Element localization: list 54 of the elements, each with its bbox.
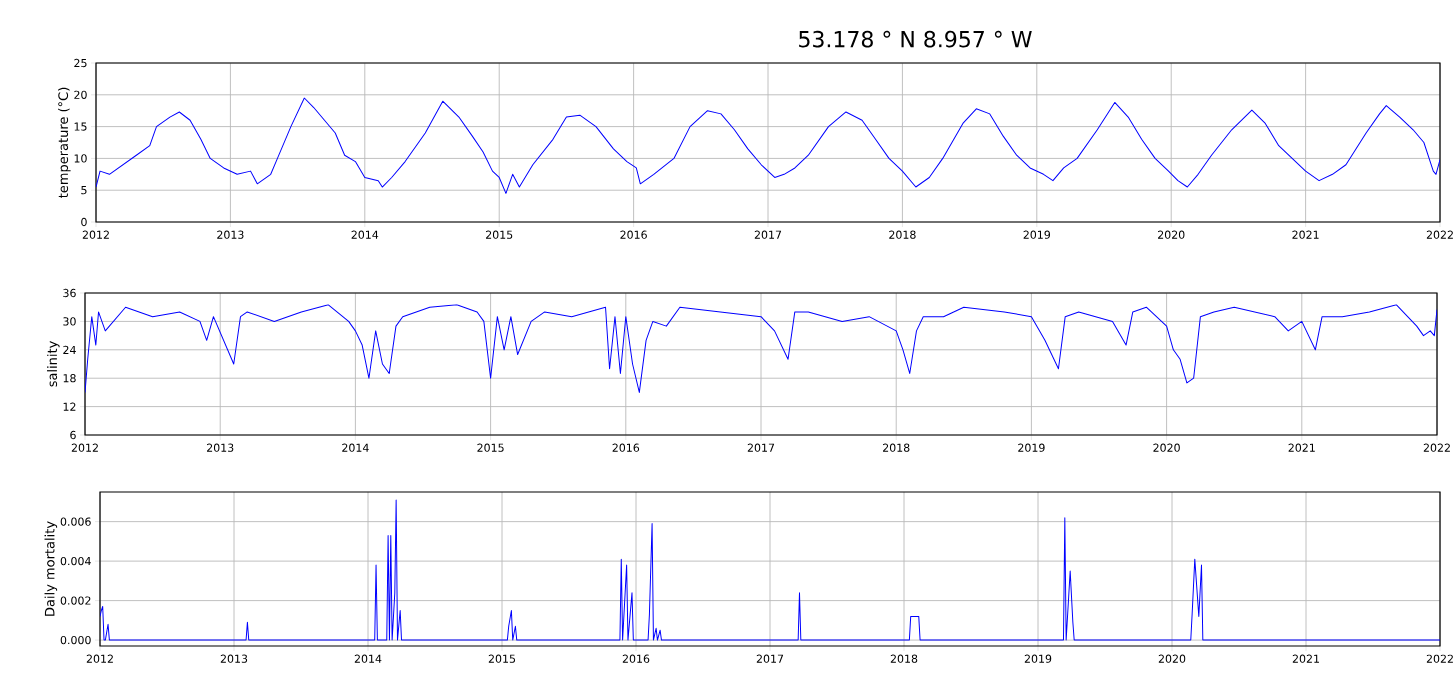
x-tick-label: 2013	[217, 230, 244, 239]
x-tick-label: 2018	[890, 654, 918, 663]
x-tick-label: 2012	[82, 230, 109, 239]
y-tick-label: 0.002	[60, 596, 91, 605]
y-tick-label: 30	[63, 317, 76, 326]
x-tick-label: 2018	[889, 230, 916, 239]
x-tick-label: 2019	[1023, 230, 1051, 239]
x-tick-label: 2021	[1292, 230, 1319, 239]
y-axis-title: Daily mortality	[44, 521, 58, 616]
y-tick-label: 0.006	[60, 517, 91, 526]
line-series	[85, 304, 1438, 393]
x-tick-label: 2016	[620, 230, 647, 239]
x-tick-label: 2014	[354, 654, 382, 663]
x-tick-label: 2012	[71, 443, 98, 452]
x-tick-label: 2014	[351, 230, 379, 239]
y-tick-label: 10	[74, 154, 87, 163]
chart-title: 53.178 ° N 8.957 ° W	[799, 30, 1032, 48]
x-tick-label: 2016	[612, 443, 640, 452]
y-tick-label: 0.000	[60, 635, 91, 645]
x-tick-label: 2020	[1153, 443, 1180, 452]
x-tick-label: 2012	[86, 654, 113, 663]
y-tick-label: 20	[74, 90, 87, 99]
y-tick-label: 12	[63, 402, 76, 411]
x-tick-label: 2013	[220, 654, 248, 663]
x-tick-label: 2016	[622, 654, 650, 663]
x-tick-label: 2020	[1158, 654, 1186, 663]
x-tick-label: 2021	[1288, 443, 1315, 452]
x-tick-label: 2017	[754, 230, 782, 239]
x-tick-label: 2015	[477, 443, 504, 452]
x-tick-label: 2021	[1292, 654, 1319, 663]
x-tick-label: 2018	[883, 443, 910, 452]
x-tick-label: 2020	[1158, 230, 1185, 239]
y-tick-label: 0	[81, 217, 87, 227]
x-tick-label: 2015	[486, 230, 513, 239]
x-tick-label: 2022	[1426, 654, 1453, 663]
y-axis-title: temperature (°C)	[58, 87, 71, 198]
y-tick-label: 15	[74, 122, 87, 131]
y-tick-label: 6	[70, 430, 76, 440]
x-tick-label: 2022	[1423, 443, 1450, 452]
y-tick-label: 25	[74, 58, 87, 68]
x-tick-label: 2019	[1018, 443, 1045, 452]
x-tick-label: 2013	[207, 443, 234, 452]
y-tick-label: 18	[63, 374, 76, 383]
y-tick-label: 24	[63, 345, 76, 354]
y-tick-label: 0.004	[60, 556, 91, 566]
x-tick-label: 2017	[747, 443, 775, 452]
y-tick-label: 5	[81, 186, 87, 195]
x-tick-label: 2019	[1024, 654, 1052, 663]
x-tick-label: 2017	[756, 654, 784, 663]
x-tick-label: 2014	[342, 443, 369, 452]
x-tick-label: 2022	[1426, 230, 1453, 239]
y-axis-title: salinity	[47, 341, 60, 387]
x-tick-label: 2015	[488, 654, 516, 663]
y-tick-label: 36	[63, 288, 76, 298]
